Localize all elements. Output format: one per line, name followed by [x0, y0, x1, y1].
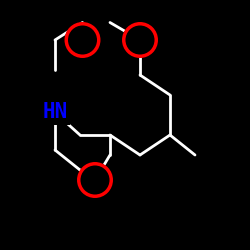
Circle shape — [78, 163, 112, 197]
Text: HN: HN — [42, 102, 68, 122]
Circle shape — [123, 23, 157, 57]
Circle shape — [66, 23, 100, 57]
